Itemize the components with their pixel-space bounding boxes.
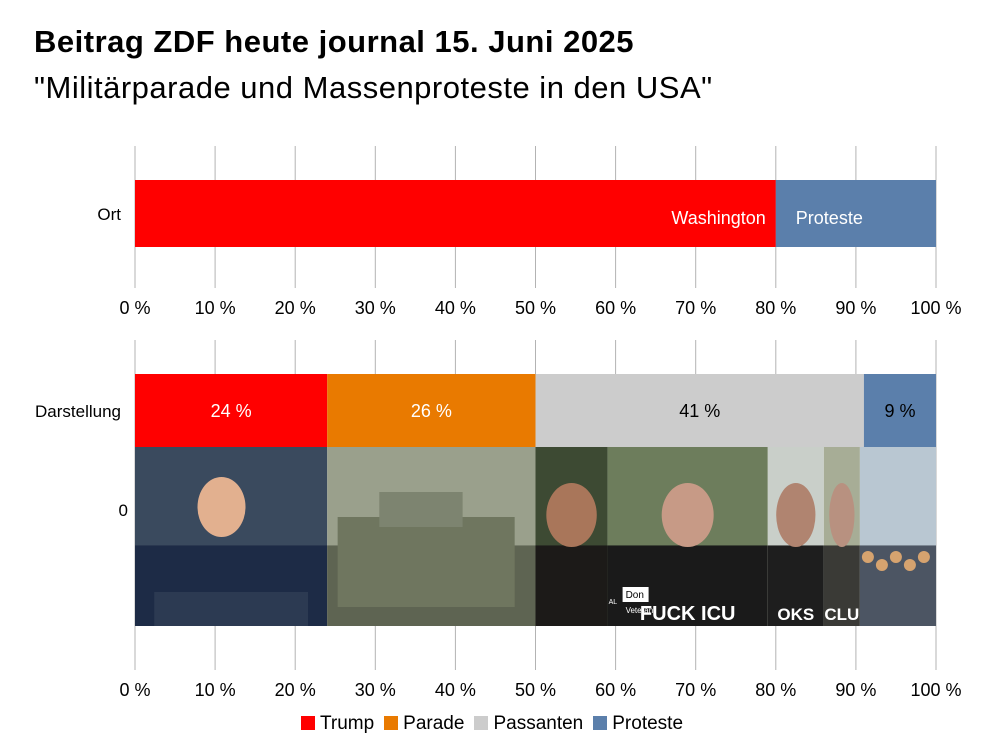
passant-older-woman-photo: CLU: [823, 447, 860, 626]
bar-segment-parade: [327, 374, 536, 447]
category-label-zero: 0: [119, 501, 128, 520]
tick-label: 10 %: [195, 298, 236, 318]
bar-label-parade: 26 %: [411, 401, 452, 421]
crowd-person: [875, 559, 888, 571]
passant-woman-photo: [535, 447, 608, 626]
tick-label: 20 %: [275, 680, 316, 700]
legend-label: Parade: [403, 713, 465, 734]
legend-swatch: [474, 716, 489, 730]
protest-crowd-photo: [859, 447, 936, 626]
ticks-ort: 0 % 10 % 20 % 30 % 40 % 50 % 60 % 70 % 80 % 90 % 1…: [119, 298, 961, 318]
crowd-person: [903, 559, 916, 571]
photo-foreground: [767, 545, 824, 626]
caption-role: Veteran: [626, 606, 654, 615]
crowd-person: [861, 551, 874, 563]
bar-label-proteste: 9 %: [884, 401, 915, 421]
tick-label: 50 %: [515, 298, 556, 318]
tick-label: 0 %: [119, 680, 150, 700]
bar-label-proteste: Proteste: [796, 208, 863, 228]
person-face: [776, 483, 816, 547]
tick-label: 60 %: [595, 298, 636, 318]
category-label-ort: Ort: [97, 205, 121, 224]
person-face: [546, 483, 597, 547]
tick-label: 80 %: [755, 298, 796, 318]
photo-shirt-text: OKS: [777, 605, 814, 624]
legend-label: Proteste: [612, 713, 684, 734]
chart-title: Beitrag ZDF heute journal 15. Juni 2025: [34, 24, 635, 59]
bar-segment-proteste: [863, 374, 936, 447]
tick-label: 100 %: [910, 680, 961, 700]
bar-label-washington: Washington: [671, 208, 765, 228]
legend-swatch: [384, 716, 399, 730]
bar-segment-trump: [135, 374, 328, 447]
trump-speech-photo: [135, 447, 328, 626]
tick-label: 90 %: [835, 298, 876, 318]
tick-label: 20 %: [275, 298, 316, 318]
tick-label: 0 %: [119, 298, 150, 318]
tick-label: 70 %: [675, 680, 716, 700]
person-face: [661, 483, 714, 547]
tick-label: 80 %: [755, 680, 796, 700]
ticks-darstellung: 0 % 10 % 20 % 30 % 40 % 50 % 60 % 70 % 80 % 90 % 1…: [119, 680, 961, 700]
podium: [154, 592, 309, 626]
tank-hull: [337, 517, 515, 607]
legend-item-proteste: Proteste: [593, 713, 683, 735]
legend: Trump Parade Passanten Proteste: [0, 713, 984, 735]
bar-segment-washington: [135, 180, 776, 247]
bars-ort: Washington Proteste: [135, 180, 936, 247]
legend-swatch: [300, 716, 315, 730]
bar-segment-proteste: [775, 180, 936, 247]
tick-label: 30 %: [355, 680, 396, 700]
photo-badge-text: AL: [609, 599, 618, 606]
bars-darstellung: 24 % 26 % 41 % 9 %: [135, 374, 936, 447]
speaker-head: [197, 477, 246, 537]
tick-label: 10 %: [195, 680, 236, 700]
legend-item-passanten: Passanten: [474, 713, 583, 735]
caption-box: [622, 587, 649, 602]
tank-turret: [379, 492, 463, 527]
parade-tank-photo: [327, 447, 536, 626]
crowd-person: [889, 551, 902, 563]
tick-label: 90 %: [835, 680, 876, 700]
tick-label: 50 %: [515, 680, 556, 700]
tick-label: 40 %: [435, 298, 476, 318]
legend-item-trump: Trump: [300, 713, 375, 735]
legend-label: Trump: [319, 713, 375, 734]
photo-foreground: [823, 545, 860, 626]
bar-label-passanten: 41 %: [679, 401, 720, 421]
photo-shirt-text: CLU: [824, 605, 859, 624]
category-label-darstellung: Darstellung: [35, 402, 121, 421]
tick-label: 60 %: [595, 680, 636, 700]
tick-label: 40 %: [435, 680, 476, 700]
photo-foreground: [607, 545, 768, 626]
bar-label-trump: 24 %: [211, 401, 252, 421]
crowd-person: [917, 551, 930, 563]
person-face: [829, 483, 855, 547]
passant-glasses-woman-photo: OKS: [767, 447, 824, 626]
photo-strip: Don Veteran AL FUCK ICU OKS CLU: [135, 447, 936, 626]
tick-label: 70 %: [675, 298, 716, 318]
legend-swatch: [593, 716, 608, 730]
caption-name: Don: [626, 590, 644, 601]
passant-veteran-photo: Don Veteran AL FUCK ICU: [607, 447, 768, 626]
legend-label: Passanten: [493, 713, 584, 734]
tick-label: 30 %: [355, 298, 396, 318]
legend-item-parade: Parade: [384, 713, 464, 735]
chart-subtitle: "Militärparade und Massenproteste in den…: [34, 70, 713, 105]
photo-shirt-text: FUCK ICU: [640, 603, 736, 625]
bar-segment-passanten: [535, 374, 864, 447]
tick-label: 100 %: [910, 298, 961, 318]
photo-foreground: [535, 545, 608, 626]
